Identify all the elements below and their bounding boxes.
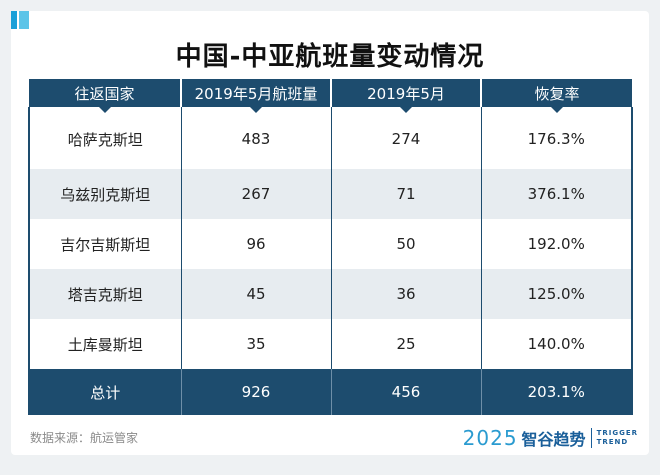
total-label-cell: 总计 [28,369,181,415]
table-row: 吉尔吉斯斯坦 96 50 192.0% [28,219,633,269]
brand-english-line2: TREND [596,438,629,446]
column-header-label: 2019年5月 [367,84,445,103]
flights-2025-cell: 45 [180,269,331,319]
recovery-rate-cell: 376.1% [480,169,633,219]
brand-logo: 2025 智谷趋势 TRIGGER TREND [463,426,638,450]
total-flights-2019-cell: 456 [330,369,481,415]
flight-table: 往返国家 2019年5月航班量 2019年5月 恢复率 哈萨克斯坦 483 27… [28,79,633,415]
header-notch [98,107,111,113]
table-row: 土库曼斯坦 35 25 140.0% [28,319,633,369]
table-row: 哈萨克斯坦 483 274 176.3% [28,107,633,169]
country-cell: 哈萨克斯坦 [28,107,181,169]
column-header: 恢复率 [480,79,632,113]
table-row: 乌兹别克斯坦 267 71 376.1% [28,169,633,219]
chart-title: 中国-中亚航班量变动情况 [175,42,485,72]
corner-bar-light [19,11,29,29]
header-notch [551,107,563,113]
brand-divider [590,428,592,448]
flights-2019-cell: 71 [330,169,481,219]
flights-2019-cell: 50 [330,219,481,269]
header-notch [250,107,262,113]
flights-2019-cell: 274 [330,107,481,169]
country-cell: 土库曼斯坦 [28,319,181,369]
recovery-rate-cell: 140.0% [480,319,633,369]
brand-english: TRIGGER TREND [597,429,638,447]
total-recovery-rate-cell: 203.1% [480,369,633,415]
column-header-label: 2019年5月航班量 [194,84,318,103]
column-header: 往返国家 [29,79,181,113]
column-header-label: 往返国家 [74,84,135,103]
flights-2025-cell: 267 [180,169,331,219]
flights-2025-cell: 96 [180,219,331,269]
corner-logo-mark [11,11,35,29]
corner-bar-dark [11,11,17,29]
brand-english-line1: TRIGGER [596,429,638,437]
country-cell: 乌兹别克斯坦 [28,169,181,219]
column-header-label: 恢复率 [534,84,580,103]
brand-year: 2025 [462,426,518,450]
country-cell: 塔吉克斯坦 [28,269,181,319]
column-header: 2019年5月航班量 [180,79,331,113]
country-cell: 吉尔吉斯斯坦 [28,219,181,269]
recovery-rate-cell: 192.0% [480,219,633,269]
flights-2019-cell: 25 [330,319,481,369]
total-flights-2025-cell: 926 [180,369,331,415]
data-source-note: 数据来源：航运管家 [30,431,139,445]
recovery-rate-cell: 125.0% [480,269,633,319]
table-row: 塔吉克斯坦 45 36 125.0% [28,269,633,319]
column-header: 2019年5月 [330,79,481,113]
header-notch [400,107,412,113]
brand-name: 智谷趋势 [521,430,586,449]
table-header-row: 往返国家 2019年5月航班量 2019年5月 恢复率 [29,79,632,113]
total-row: 总计 926 456 203.1% [28,369,633,415]
recovery-rate-cell: 176.3% [480,107,633,169]
flights-2025-cell: 483 [180,107,331,169]
flights-2025-cell: 35 [180,319,331,369]
flights-2019-cell: 36 [330,269,481,319]
